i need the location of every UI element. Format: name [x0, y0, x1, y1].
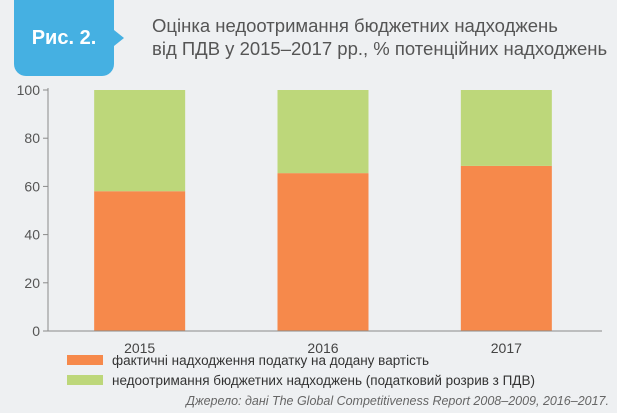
legend-swatch — [67, 375, 103, 385]
chart-title-line-1: Оцінка недоотримання бюджетних надходжен… — [152, 15, 558, 36]
y-tick-label: 40 — [24, 227, 40, 243]
figure-badge — [14, 0, 114, 76]
chart-title-line-2: від ПДВ у 2015–2017 рр., % потенційних н… — [152, 38, 608, 59]
bar-segment-actual — [94, 191, 186, 331]
y-tick-label: 80 — [24, 130, 40, 146]
bar-segment-gap — [277, 90, 369, 174]
y-tick-label: 20 — [24, 275, 40, 291]
figure-badge-pointer — [114, 30, 124, 46]
bar-segment-actual — [460, 165, 552, 331]
legend-label: фактичні надходження податку на додану в… — [112, 353, 429, 368]
chart-title: Оцінка недоотримання бюджетних надходжен… — [152, 14, 607, 60]
y-tick-label: 0 — [32, 323, 40, 339]
figure-label: Рис. 2. — [31, 26, 97, 49]
bar-segment-gap — [94, 90, 186, 192]
legend-label: недоотримання бюджетних надходжень (пода… — [112, 373, 535, 388]
legend-swatch — [67, 355, 103, 365]
y-tick-label: 60 — [24, 178, 40, 194]
x-tick-label: 2017 — [491, 340, 522, 356]
bar-segment-gap — [460, 90, 552, 166]
bar-segment-actual — [277, 173, 369, 331]
x-tick-label: 2016 — [307, 340, 338, 356]
x-tick-label: 2015 — [124, 340, 155, 356]
y-tick-label: 100 — [17, 82, 41, 98]
source-note: Джерело: дані The Global Competitiveness… — [186, 394, 609, 408]
